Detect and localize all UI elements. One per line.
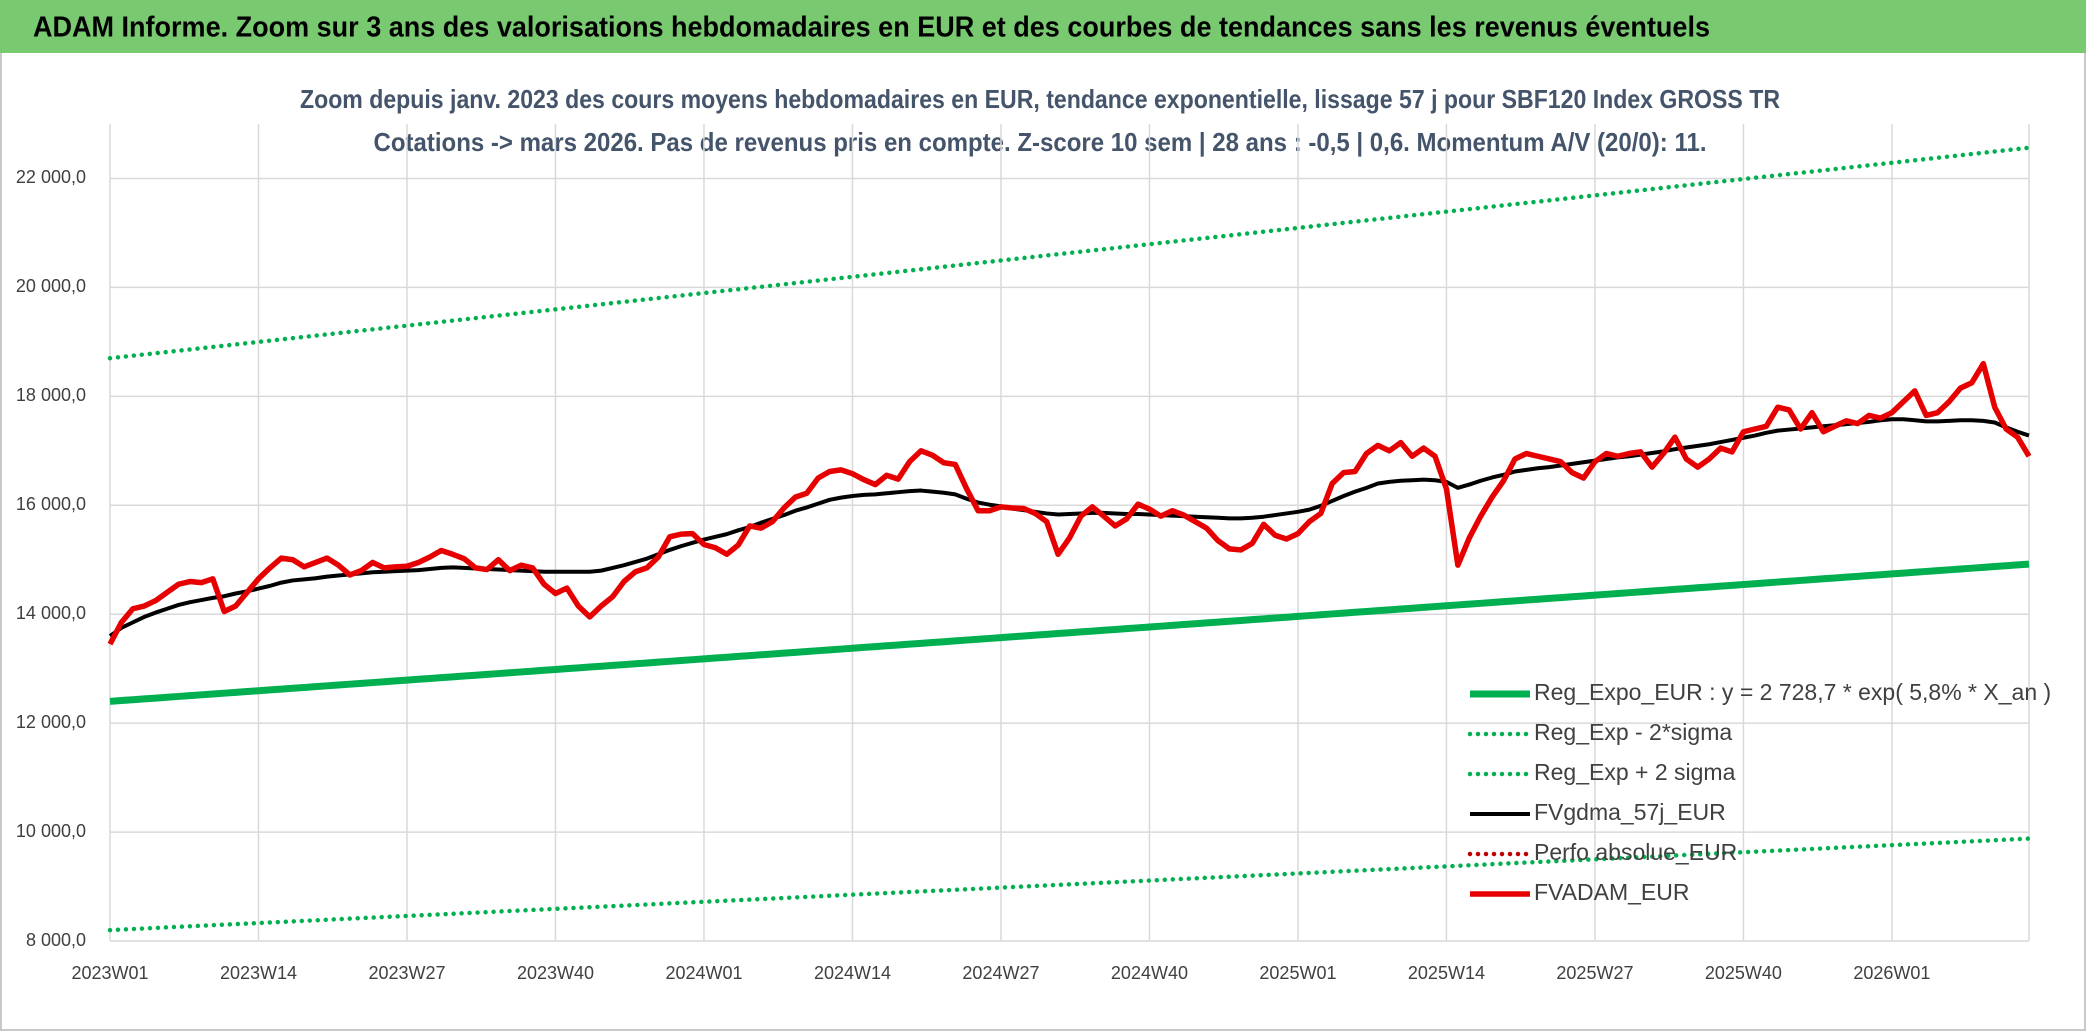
y-tick-label: 18 000,0: [16, 385, 86, 405]
y-tick-label: 20 000,0: [16, 276, 86, 296]
chart-subtitle: Cotations -> mars 2026. Pas de revenus p…: [374, 127, 1707, 157]
series-line: [108, 417, 2030, 638]
legend-label: Reg_Exp - 2*sigma: [1534, 719, 1732, 745]
legend-label: FVADAM_EUR: [1534, 879, 1690, 905]
x-tick-label: 2023W14: [220, 963, 297, 983]
legend-label: Reg_Exp + 2 sigma: [1534, 759, 1736, 785]
x-tick-label: 2023W40: [517, 963, 594, 983]
header-bar: [0, 0, 2086, 53]
chart-title: Zoom depuis janv. 2023 des cours moyens …: [300, 84, 1780, 114]
y-tick-label: 12 000,0: [16, 712, 86, 732]
x-tick-label: 2025W14: [1408, 963, 1485, 983]
x-tick-label: 2024W14: [814, 963, 891, 983]
y-tick-label: 8 000,0: [26, 930, 86, 950]
series-line: [109, 560, 2030, 705]
x-tick-label: 2026W01: [1853, 963, 1930, 983]
x-tick-label: 2025W27: [1556, 963, 1633, 983]
legend-label: Perfo absolue_EUR: [1534, 839, 1737, 865]
y-tick-label: 22 000,0: [16, 167, 86, 187]
legend-label: Reg_Expo_EUR : y = 2 728,7 * exp( 5,8% *…: [1534, 679, 2051, 705]
series-line: [107, 360, 2032, 646]
x-tick-label: 2024W27: [962, 963, 1039, 983]
x-tick-label: 2025W01: [1259, 963, 1336, 983]
y-tick-label: 14 000,0: [16, 603, 86, 623]
x-tick-label: 2024W40: [1111, 963, 1188, 983]
y-tick-label: 10 000,0: [16, 821, 86, 841]
legend-label: FVgdma_57j_EUR: [1534, 799, 1726, 825]
x-tick-label: 2023W01: [71, 963, 148, 983]
x-tick-label: 2025W40: [1705, 963, 1782, 983]
y-tick-label: 16 000,0: [16, 494, 86, 514]
x-tick-label: 2023W27: [368, 963, 445, 983]
x-tick-label: 2024W01: [665, 963, 742, 983]
page-title: ADAM Informe. Zoom sur 3 ans des valoris…: [33, 12, 1710, 44]
series-line: [107, 145, 2032, 361]
series-line: [107, 836, 2032, 933]
